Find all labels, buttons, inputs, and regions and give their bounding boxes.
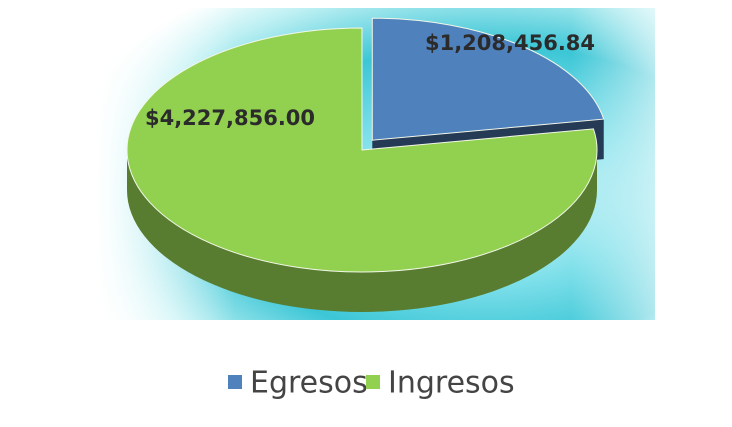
pie bbox=[126, 17, 605, 312]
slice-side bbox=[127, 150, 597, 312]
legend-swatch bbox=[366, 375, 380, 389]
legend-label: Ingresos bbox=[388, 366, 515, 401]
legend-swatch bbox=[228, 375, 242, 389]
slice bbox=[126, 27, 598, 273]
slice bbox=[371, 17, 605, 141]
legend-label: Egresos bbox=[250, 366, 368, 401]
data-label: $1,208,456.84 bbox=[424, 31, 596, 55]
legend: Egresos Ingresos bbox=[228, 366, 515, 401]
data-label: $4,227,856.00 bbox=[144, 106, 316, 130]
